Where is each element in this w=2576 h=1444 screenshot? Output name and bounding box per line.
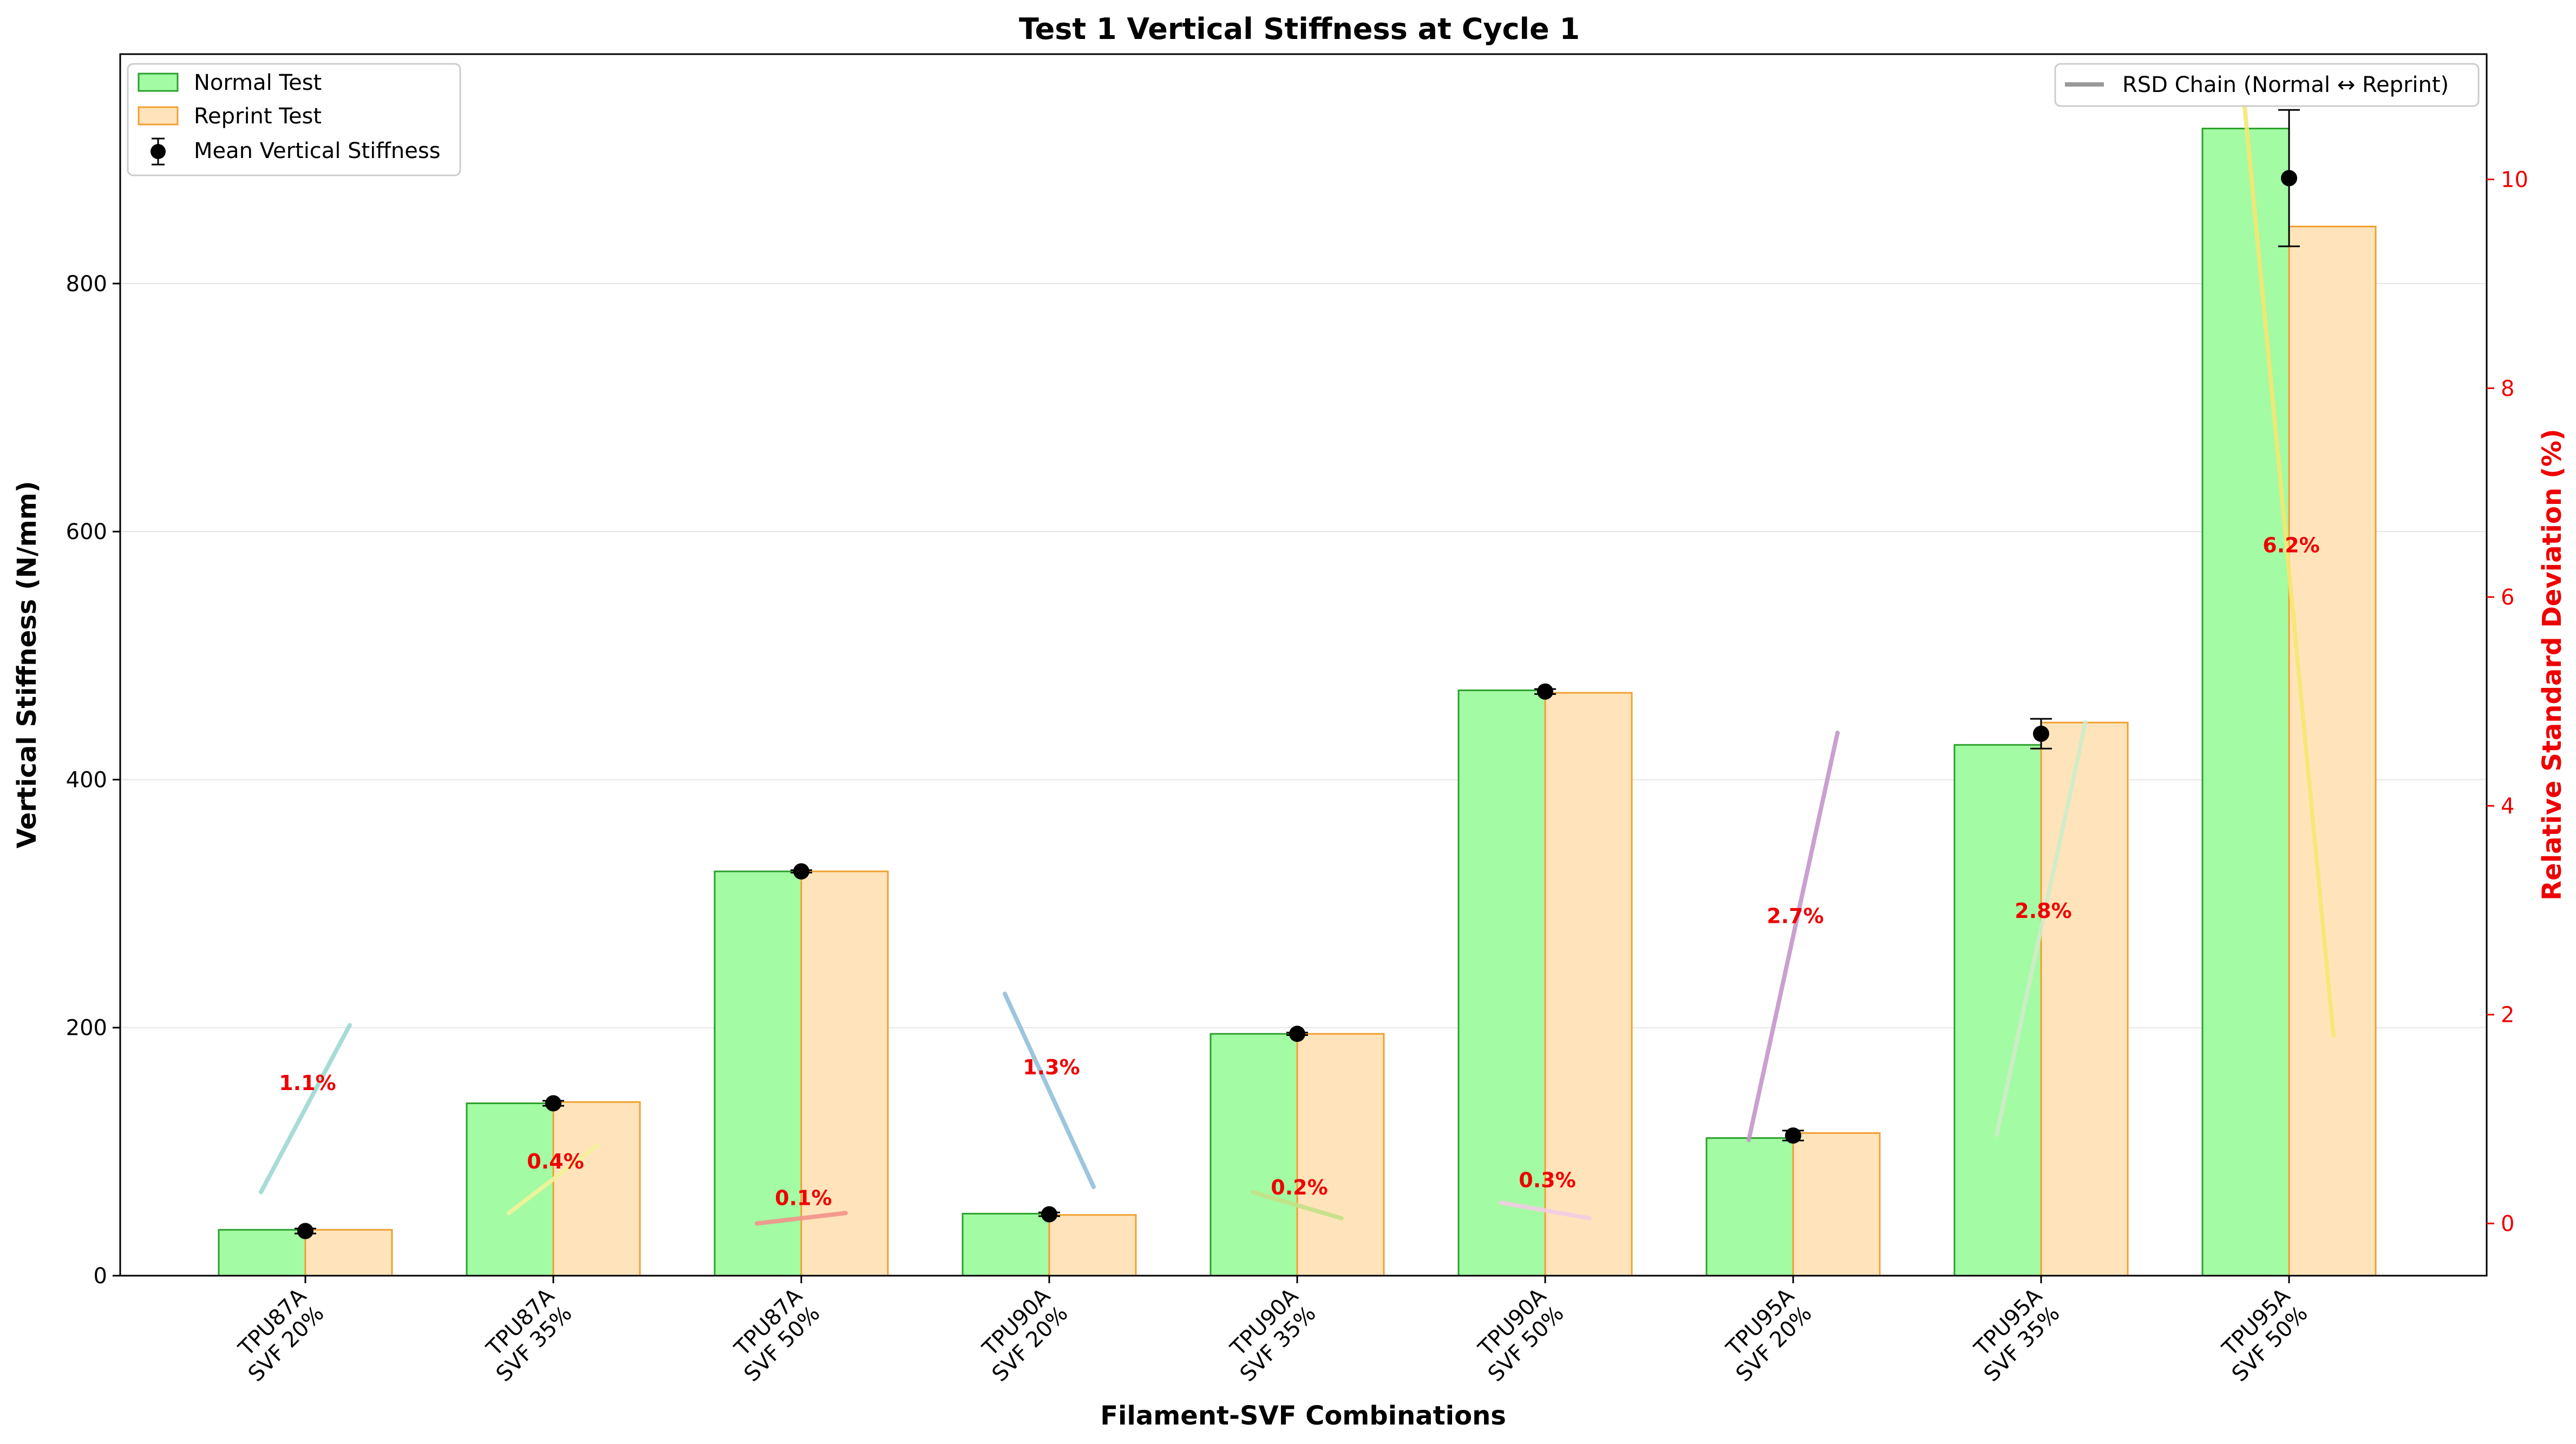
y2-tick-label: 8 bbox=[2501, 376, 2514, 401]
chart-title: Test 1 Vertical Stiffness at Cycle 1 bbox=[1019, 12, 1580, 46]
bar-reprint bbox=[1792, 1132, 1881, 1277]
legend-swatch-reprint bbox=[138, 106, 179, 126]
y2-tick-label: 2 bbox=[2501, 1003, 2514, 1028]
legend-right: RSD Chain (Normal ↔ Reprint) bbox=[2054, 63, 2480, 107]
legend-label-normal: Normal Test bbox=[194, 70, 322, 95]
bar-normal bbox=[714, 870, 802, 1277]
legend-swatch-normal bbox=[138, 73, 179, 92]
bar-normal bbox=[1953, 744, 2042, 1277]
rsd-chain-line bbox=[1499, 1200, 1592, 1220]
bar-normal bbox=[962, 1212, 1050, 1277]
y-tick-label: 0 bbox=[94, 1264, 107, 1289]
rsd-chain-line bbox=[1995, 720, 2088, 1137]
mean-marker bbox=[2281, 170, 2297, 187]
bar-normal bbox=[1209, 1033, 1298, 1277]
rsd-label: 1.1% bbox=[279, 1071, 336, 1095]
legend-label-rsd: RSD Chain (Normal ↔ Reprint) bbox=[2122, 73, 2449, 97]
y2-tick-label: 4 bbox=[2501, 794, 2514, 819]
rsd-label: 2.8% bbox=[2015, 899, 2071, 923]
y2-tick-label: 10 bbox=[2501, 167, 2528, 192]
mean-marker bbox=[1537, 683, 1553, 700]
mean-points bbox=[295, 109, 2300, 1239]
rsd-label: 0.3% bbox=[1519, 1169, 1575, 1192]
bars bbox=[218, 127, 2377, 1277]
legend-left: Normal Test Reprint Test Mean Vertical S… bbox=[127, 63, 461, 176]
bar-reprint bbox=[2288, 226, 2377, 1277]
rsd-chain-line bbox=[1747, 730, 1840, 1143]
rsd-chain-line bbox=[1003, 992, 1096, 1190]
mean-marker bbox=[1289, 1026, 1305, 1042]
rsd-label: 0.1% bbox=[775, 1186, 832, 1210]
y-axis-left: 0 200 400 600 800 bbox=[66, 272, 120, 1289]
y-axis-label: Vertical Stiffness (N/mm) bbox=[12, 481, 42, 848]
legend-label-reprint: Reprint Test bbox=[194, 104, 322, 129]
rsd-chain-line bbox=[755, 1211, 848, 1226]
mean-marker bbox=[1041, 1206, 1057, 1223]
rsd-chain-line bbox=[259, 1023, 352, 1194]
y-tick-label: 800 bbox=[66, 272, 107, 297]
bar-normal bbox=[2201, 127, 2290, 1277]
y-tick-label: 600 bbox=[66, 520, 107, 544]
legend-label-mean: Mean Vertical Stiffness bbox=[194, 139, 441, 163]
legend-mean-marker-icon bbox=[151, 144, 166, 159]
mean-marker bbox=[793, 863, 809, 880]
bar-reprint bbox=[1544, 692, 1633, 1277]
y2-axis-label: Relative Standard Deviation (%) bbox=[2537, 429, 2567, 901]
rsd-label: 1.3% bbox=[1023, 1055, 1080, 1079]
rsd-label: 0.2% bbox=[1271, 1176, 1328, 1199]
bar-reprint bbox=[552, 1101, 641, 1277]
rsd-label: 2.7% bbox=[1767, 904, 1823, 928]
rsd-label: 0.4% bbox=[527, 1150, 584, 1173]
rsd-label: 6.2% bbox=[2263, 534, 2319, 557]
mean-marker bbox=[1785, 1127, 1801, 1144]
legend-left-box bbox=[127, 63, 461, 176]
y2-tick-label: 6 bbox=[2501, 585, 2514, 610]
legend-right-box bbox=[2054, 63, 2480, 107]
mean-marker bbox=[545, 1095, 561, 1112]
mean-marker bbox=[2033, 725, 2049, 742]
bar-reprint bbox=[2040, 721, 2129, 1277]
rsd-chains: 1.1% 0.4% 0.1% 1.3% 0.2% 0.3% 2.7% 2.8% 6.2% bbox=[259, 104, 2336, 1226]
x-axis-label: Filament-SVF Combinations bbox=[1100, 1401, 1506, 1431]
y-tick-label: 200 bbox=[66, 1016, 107, 1041]
bar-reprint bbox=[1296, 1033, 1385, 1277]
bar-normal bbox=[1705, 1137, 1794, 1277]
mean-marker bbox=[297, 1223, 313, 1239]
rsd-chain-line bbox=[1251, 1190, 1344, 1220]
bar-normal bbox=[218, 1229, 306, 1277]
rsd-chain-line bbox=[507, 1143, 600, 1216]
y-tick-label: 400 bbox=[66, 767, 107, 792]
bar-normal bbox=[1457, 689, 1546, 1277]
bar-reprint bbox=[1048, 1214, 1137, 1277]
rsd-chain-line bbox=[2242, 104, 2336, 1038]
bar-reprint bbox=[304, 1229, 393, 1277]
y-axis-right: 0 2 4 6 8 10 bbox=[2487, 167, 2528, 1237]
y2-tick-label: 0 bbox=[2501, 1212, 2514, 1237]
plot-frame bbox=[119, 53, 2488, 1277]
grid-lines bbox=[120, 283, 2487, 1028]
